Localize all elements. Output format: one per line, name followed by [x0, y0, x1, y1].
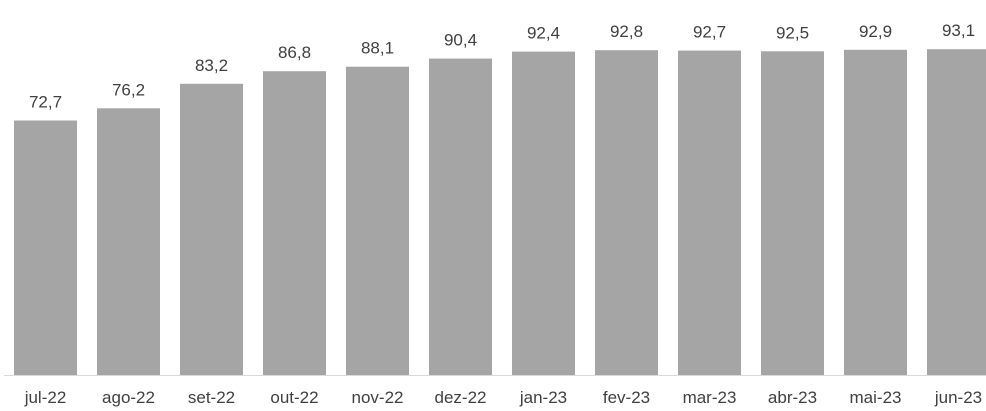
bar-jul-22	[14, 120, 77, 375]
data-label-fev-23: 92,8	[610, 22, 643, 41]
bar-fev-23	[595, 50, 658, 375]
x-tick-label-set-22: set-22	[188, 388, 235, 407]
bar-out-22	[263, 71, 326, 375]
bar-abr-23	[761, 51, 824, 376]
bar-jun-23	[927, 49, 986, 375]
bar-dez-22	[429, 58, 492, 375]
data-label-jun-23: 93,1	[942, 21, 975, 40]
data-label-set-22: 83,2	[195, 56, 228, 75]
bars-group	[14, 49, 986, 376]
data-label-jul-22: 72,7	[29, 93, 62, 112]
data-label-abr-23: 92,5	[776, 23, 809, 42]
data-label-mar-23: 92,7	[693, 23, 726, 42]
bar-jan-23	[512, 51, 575, 375]
bar-mai-23	[844, 49, 907, 376]
x-tick-label-mai-23: mai-23	[850, 388, 902, 407]
x-tick-label-jun-23: jun-23	[934, 388, 982, 407]
bar-nov-22	[346, 66, 409, 375]
data-label-mai-23: 92,9	[859, 22, 892, 41]
data-label-out-22: 86,8	[278, 43, 311, 62]
data-label-nov-22: 88,1	[361, 39, 394, 58]
data-labels-group: 72,7 76,2 83,2 86,8 88,1 90,4 92,4 92,8 92,7 92,5…	[29, 21, 975, 111]
x-tick-label-abr-23: abr-23	[768, 388, 817, 407]
x-tick-label-jan-23: jan-23	[519, 388, 567, 407]
x-tick-label-mar-23: mar-23	[683, 388, 737, 407]
data-label-ago-22: 76,2	[112, 80, 145, 99]
bar-set-22	[180, 83, 243, 376]
data-label-jan-23: 92,4	[527, 24, 560, 43]
bar-mar-23	[678, 50, 741, 375]
x-tick-label-fev-23: fev-23	[603, 388, 650, 407]
bar-ago-22	[97, 108, 160, 376]
x-tick-label-out-22: out-22	[270, 388, 318, 407]
x-tick-label-nov-22: nov-22	[352, 388, 404, 407]
x-tick-labels-group: jul-22 ago-22 set-22 out-22 nov-22 dez-22 jan-…	[24, 388, 982, 407]
data-label-dez-22: 90,4	[444, 31, 477, 50]
x-tick-label-dez-22: dez-22	[435, 388, 487, 407]
x-tick-label-jul-22: jul-22	[24, 388, 67, 407]
x-tick-label-ago-22: ago-22	[102, 388, 155, 407]
